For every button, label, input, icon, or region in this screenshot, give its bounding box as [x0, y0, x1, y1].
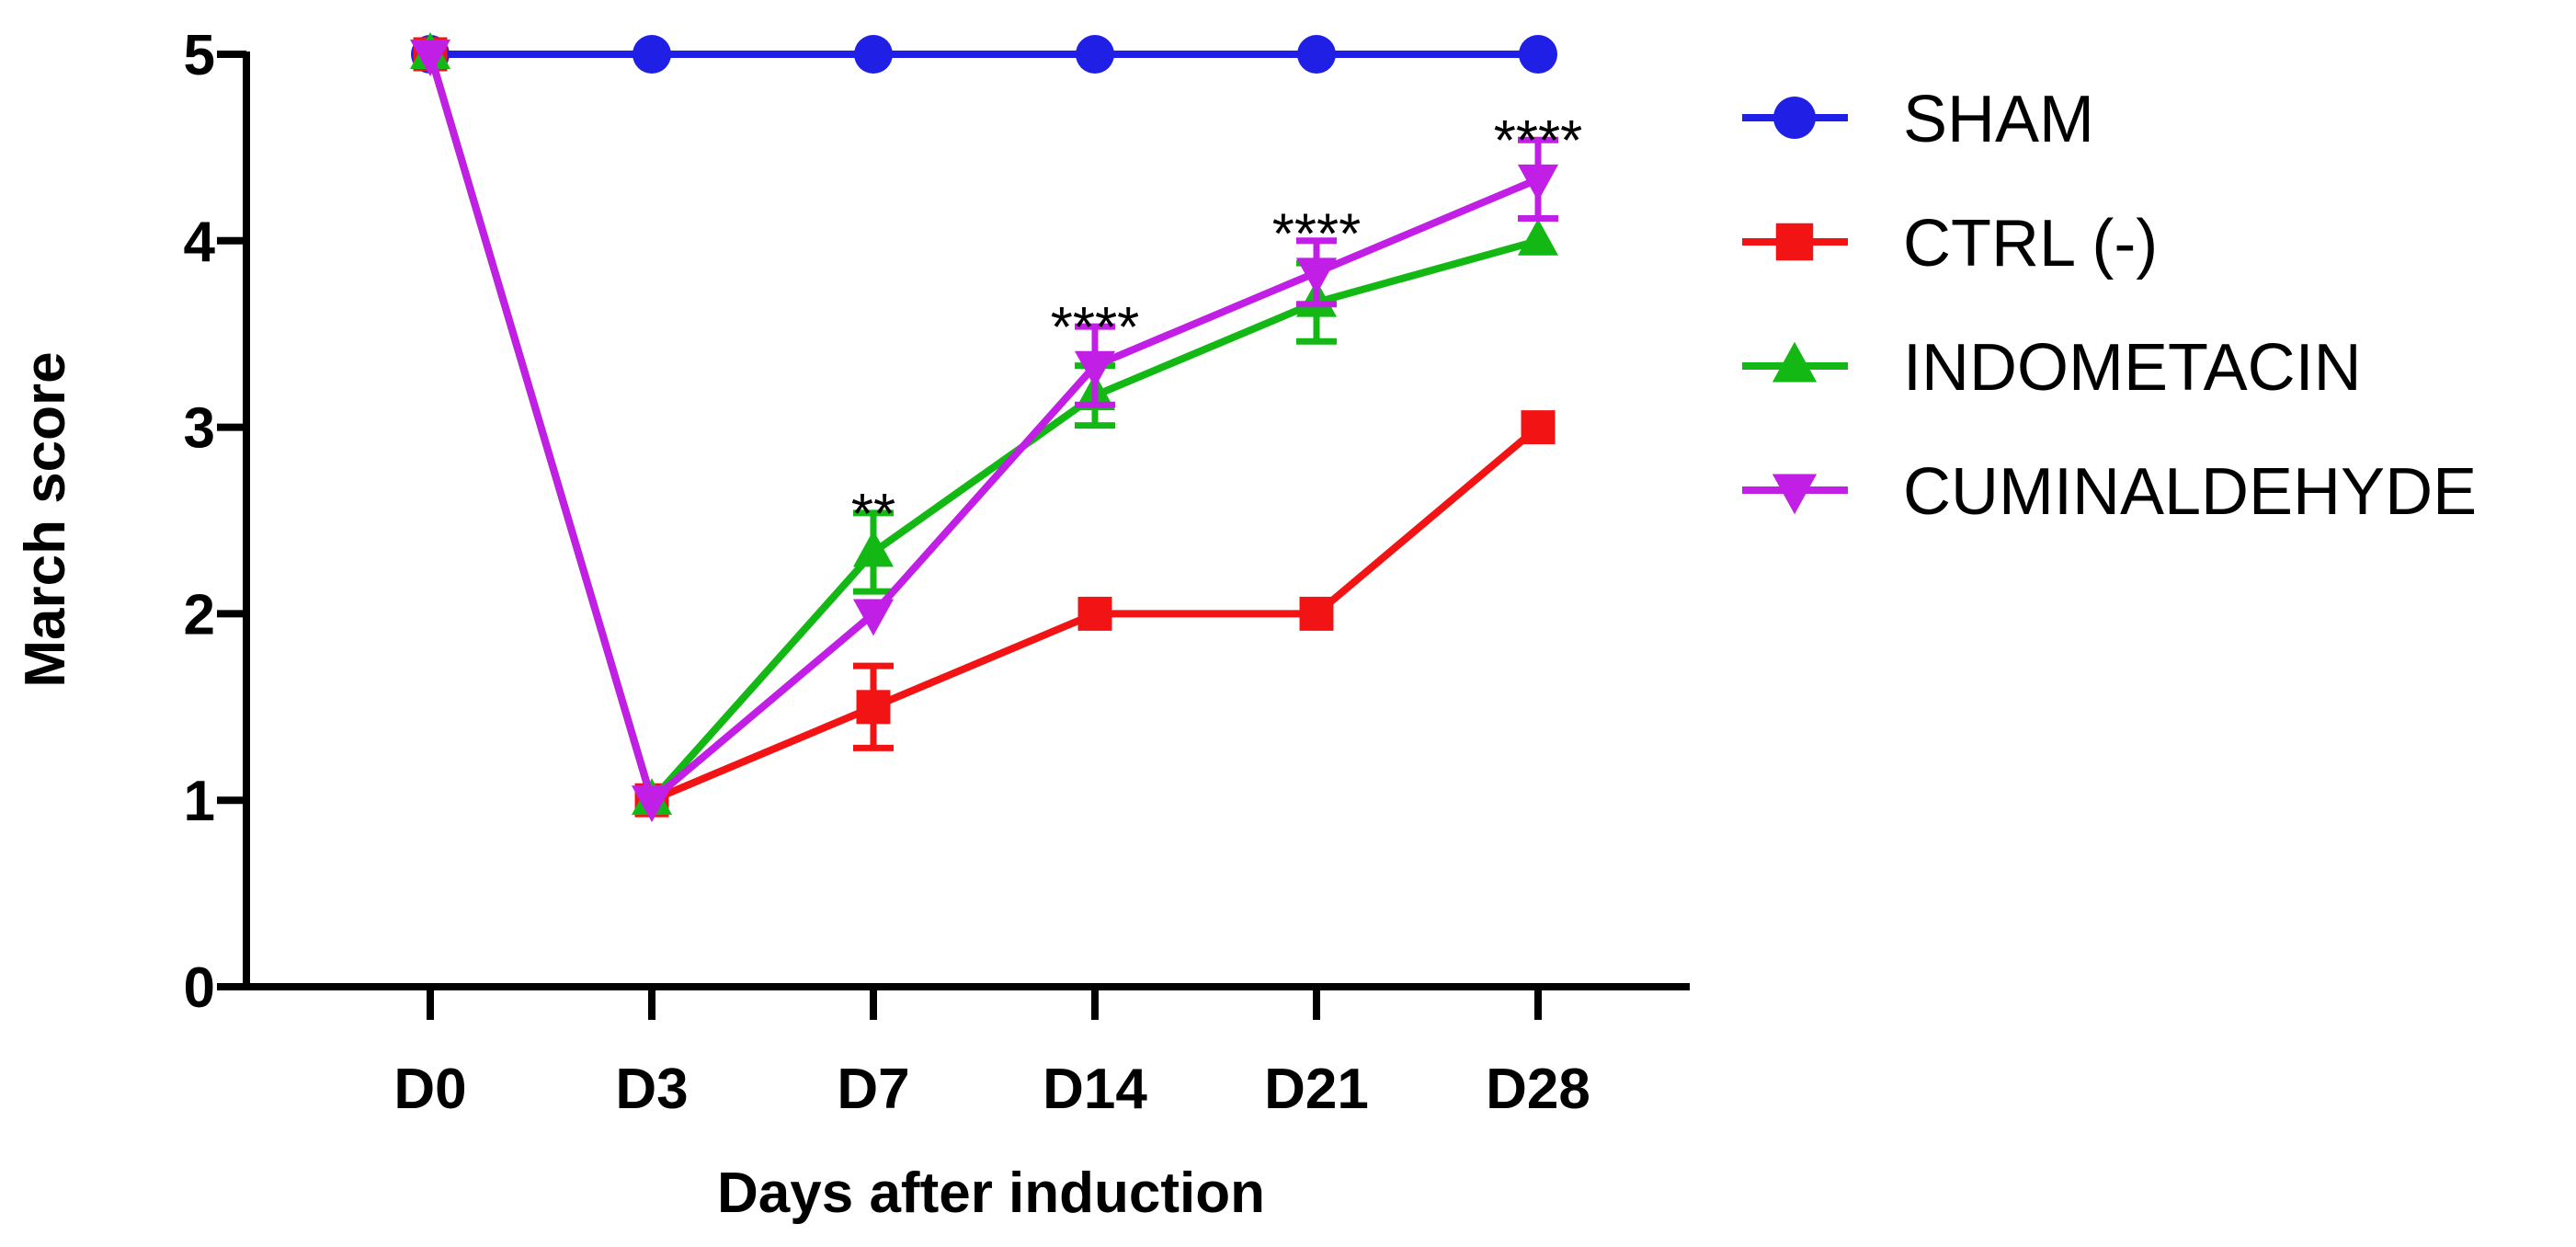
significance-label: ****: [1051, 296, 1140, 360]
data-point: [852, 530, 895, 567]
data-point: [1076, 35, 1114, 74]
data-point: [631, 785, 673, 823]
legend-item: CTRL (-): [1742, 207, 2158, 280]
data-point: [1077, 596, 1112, 631]
x-tick-label: D14: [1043, 1058, 1147, 1121]
legend-label: INDOMETACIN: [1903, 331, 2362, 405]
x-tick-label: D7: [837, 1058, 909, 1121]
y-axis-title: March score: [14, 351, 77, 687]
legend-marker: [1773, 97, 1816, 139]
legend-item: INDOMETACIN: [1742, 331, 2362, 405]
x-tick-label: D0: [393, 1058, 466, 1121]
data-point: [1074, 350, 1116, 388]
legend-marker: [1772, 474, 1818, 515]
x-axis-title: Days after induction: [717, 1161, 1265, 1225]
x-tick-label: D3: [615, 1058, 688, 1121]
data-point: [1517, 218, 1559, 256]
data-point: [633, 35, 671, 74]
legend-label: CUMINALDEHYDE: [1903, 455, 2477, 529]
data-point: [1297, 35, 1336, 74]
data-point: [409, 40, 451, 76]
data-point: [1299, 596, 1334, 631]
y-tick-label: 1: [184, 770, 215, 833]
legend-item: CUMINALDEHYDE: [1742, 455, 2477, 529]
data-point: [1521, 410, 1556, 445]
data-point: [856, 690, 891, 725]
legend: SHAM CTRL (-) INDOMETACIN CUMINALDEHYDE: [1742, 83, 2477, 529]
legend-marker: [1772, 341, 1818, 383]
legend-item: SHAM: [1742, 83, 2094, 156]
y-tick-label: 3: [184, 397, 215, 461]
y-tick-label: 0: [184, 956, 215, 1020]
data-point: [1519, 35, 1557, 74]
y-tick-label: 2: [184, 583, 215, 646]
legend-label: CTRL (-): [1903, 207, 2158, 280]
y-tick-label: 4: [184, 211, 216, 274]
data-point: [1295, 257, 1338, 295]
series-line: [427, 52, 1540, 805]
series-indometacin: [409, 32, 1559, 816]
legend-marker: [1775, 223, 1814, 261]
significance-label: ****: [1494, 109, 1583, 173]
series-ctrl: [413, 37, 1556, 818]
legend-label: SHAM: [1903, 83, 2094, 156]
series-line: [427, 52, 1541, 805]
x-tick-label: D28: [1486, 1058, 1590, 1121]
series-cuminaldehyde: [409, 40, 1559, 823]
series-line: [427, 52, 1540, 805]
data-point: [1517, 164, 1559, 201]
series-sham: [411, 35, 1557, 74]
data-point: [852, 599, 895, 636]
y-tick-label: 5: [184, 24, 215, 87]
data-point: [854, 35, 893, 74]
significance-label: ****: [1272, 203, 1362, 267]
x-tick-label: D21: [1264, 1058, 1369, 1121]
significance-label: **: [851, 483, 895, 546]
